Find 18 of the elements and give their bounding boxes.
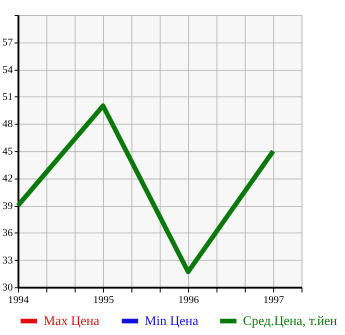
y-tick-label: 48 [2,119,13,130]
y-tick-label: 54 [2,64,14,76]
y-tick-label: 42 [2,174,13,185]
x-tick-label: 1997 [263,294,284,306]
legend-label: Max Цена [43,312,100,328]
y-tick-label: 39 [2,200,13,212]
legend-label: Сред.Цена, т.йен [242,312,338,328]
legend-label: Min Цена [144,312,198,328]
line-series [16,103,276,274]
x-tick-label: 1995 [93,294,114,306]
y-tick-label: 51 [2,92,13,104]
x-tick-label: 1994 [8,294,30,306]
y-tick-label: 30 [2,282,13,294]
y-tick-label: 33 [2,255,13,266]
y-tick-label: 45 [2,146,13,158]
y-tick-label: 36 [2,228,13,240]
x-tick-label: 1996 [178,294,199,306]
y-tick-label: 57 [2,38,13,49]
